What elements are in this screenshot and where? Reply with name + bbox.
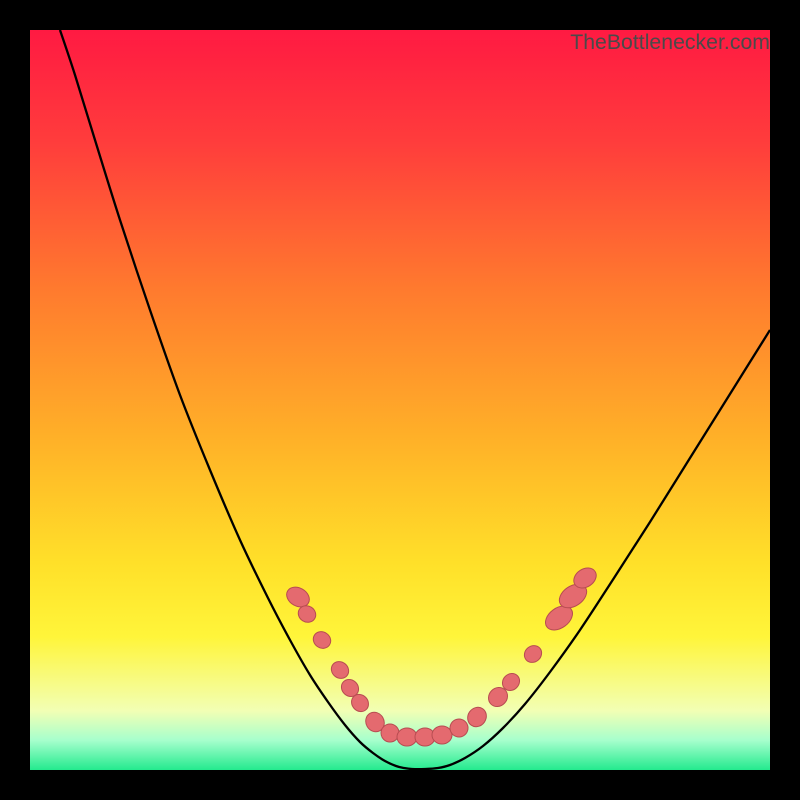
curve-bead: [328, 658, 352, 682]
chart-container: TheBottlenecker.com: [0, 0, 800, 800]
bottleneck-curve: [60, 30, 770, 769]
curve-bead: [521, 642, 545, 666]
curve-bead: [432, 726, 452, 744]
curve-bead: [381, 724, 399, 742]
curve-bead: [310, 628, 334, 651]
curve-bead: [397, 728, 417, 746]
chart-overlay: [0, 0, 800, 800]
